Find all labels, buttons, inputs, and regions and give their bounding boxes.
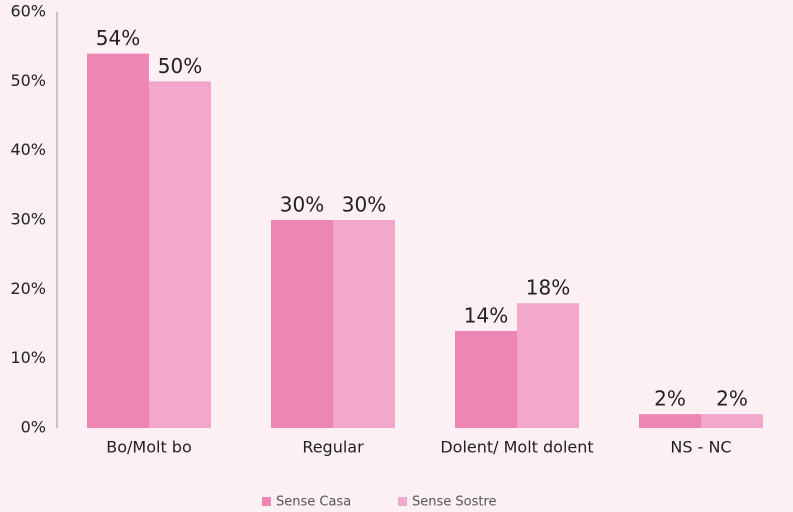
y-tick-label: 50%: [10, 71, 46, 90]
x-tick-label: Dolent/ Molt dolent: [440, 438, 593, 457]
x-tick-label: Bo/Molt bo: [106, 438, 192, 457]
bar: [455, 330, 517, 428]
bar: [639, 414, 701, 428]
legend-label: Sense Sostre: [412, 495, 497, 510]
bar: [271, 220, 333, 428]
bar: [333, 220, 395, 428]
y-tick-label: 20%: [10, 279, 46, 298]
y-tick-label: 40%: [10, 140, 46, 159]
value-label: 30%: [342, 193, 386, 217]
x-tick-label: NS - NC: [670, 438, 731, 457]
value-label: 54%: [96, 26, 140, 50]
y-tick-label: 10%: [10, 348, 46, 367]
legend-swatch: [262, 497, 271, 506]
value-label: 18%: [526, 276, 570, 300]
legend-swatch: [398, 497, 407, 506]
value-label: 2%: [654, 387, 686, 411]
value-label: 30%: [280, 193, 324, 217]
value-label: 50%: [158, 54, 202, 78]
value-label: 2%: [716, 387, 748, 411]
y-tick-label: 0%: [21, 418, 46, 437]
y-tick-label: 30%: [10, 210, 46, 229]
value-label: 14%: [464, 303, 508, 327]
x-tick-label: Regular: [302, 438, 364, 457]
bar: [87, 53, 149, 428]
legend-label: Sense Casa: [276, 495, 351, 510]
y-tick-label: 60%: [10, 2, 46, 21]
bar: [149, 81, 211, 428]
bar: [701, 414, 763, 428]
bar: [517, 303, 579, 428]
